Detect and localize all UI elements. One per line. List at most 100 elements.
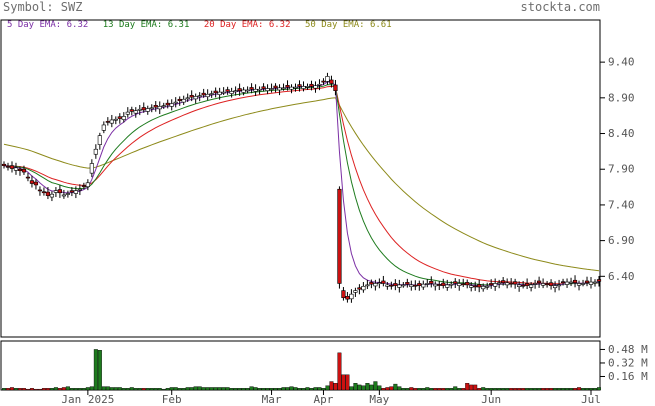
price-tick-label: 9.40 [608, 56, 635, 69]
volume-tick-label: 0.48 M [608, 343, 648, 356]
candle-body [540, 283, 546, 286]
candle-body [353, 290, 358, 293]
volume-bar [125, 388, 130, 391]
volume-tick-label: 0.32 M [608, 356, 648, 369]
volume-bar [313, 387, 318, 391]
volume-bar [413, 388, 418, 391]
candle-body [548, 282, 554, 286]
volume-bar [545, 388, 550, 391]
volume-bar [105, 386, 110, 391]
candle-body [313, 85, 318, 89]
volume-bar [465, 383, 470, 391]
volume-bar [441, 388, 446, 391]
volume-bar [193, 386, 198, 391]
volume-bar [69, 388, 74, 391]
volume-bar [81, 388, 86, 391]
candle-body [137, 108, 142, 111]
candle-body [525, 283, 530, 286]
volume-bar [281, 387, 286, 391]
volume-bar [209, 387, 214, 391]
candle-body [29, 180, 35, 184]
volume-bar [257, 388, 262, 391]
volume-bar [597, 387, 602, 391]
candle-body [405, 282, 410, 285]
volume-bar [41, 388, 46, 391]
candle-body [537, 280, 542, 284]
volume-bar [113, 387, 118, 391]
candle-body [5, 166, 11, 168]
candle-body [57, 189, 63, 194]
candle-body [429, 281, 434, 284]
site-name[interactable]: stockta.com [520, 0, 600, 14]
price-tick-label: 6.90 [608, 234, 635, 247]
volume-bar [417, 388, 422, 391]
candle-body [477, 284, 482, 288]
candle-body [185, 97, 190, 100]
candle-body [381, 280, 386, 284]
candle-body [596, 279, 602, 282]
volume-bar [13, 388, 18, 391]
volume-bar [353, 383, 358, 391]
candle-body [445, 284, 450, 288]
volume-bar [133, 388, 138, 391]
candle-body [181, 98, 186, 103]
volume-bar [169, 387, 174, 391]
volume-bar [237, 388, 242, 391]
candle-body [117, 116, 122, 119]
volume-bar [485, 388, 490, 391]
volume-panel-border [0, 340, 601, 391]
volume-bar [569, 388, 574, 391]
volume-bar [493, 388, 498, 391]
candle-body [249, 87, 254, 90]
candle-body [493, 283, 498, 287]
candle-body [413, 284, 418, 287]
candle-body [241, 89, 246, 93]
volume-bar [269, 388, 274, 391]
price-panel-border [0, 19, 601, 338]
volume-bar [137, 388, 142, 391]
candle-body [417, 283, 422, 286]
volume-bar [537, 388, 542, 391]
candle-body [305, 86, 310, 88]
volume-bar [577, 387, 582, 391]
volume-bar [177, 388, 182, 391]
volume-bar [393, 383, 398, 391]
price-tick-label: 7.40 [608, 198, 635, 211]
x-tick-label: Jan 2025 [61, 393, 114, 406]
candle-body [65, 193, 70, 195]
x-tick-label: May [369, 393, 389, 406]
volume-bar [589, 388, 594, 391]
candle-body [53, 190, 59, 193]
candle-body [277, 87, 282, 91]
candle-body [121, 116, 126, 120]
candle-body [33, 181, 39, 186]
candle-body [37, 189, 43, 192]
volume-bar [349, 386, 354, 391]
volume-bar [457, 388, 462, 391]
legend-ema-20: 20 Day EMA: 6.32 [203, 20, 291, 30]
volume-bar [201, 387, 206, 391]
volume-bar [473, 384, 478, 391]
candle-body [505, 282, 510, 286]
candle-body [497, 282, 502, 285]
candle-body [41, 191, 47, 194]
volume-bar [293, 387, 298, 391]
volume-bar [581, 388, 586, 391]
volume-bar [549, 388, 554, 391]
volume-bar [309, 388, 314, 391]
volume-bar [345, 374, 350, 391]
volume-bar [205, 387, 210, 391]
candle-body [592, 281, 598, 284]
volume-bar [325, 385, 330, 391]
candle-body [301, 86, 306, 89]
ema-50-line [3, 97, 600, 272]
candle-body [521, 284, 526, 287]
ema-5-line [3, 81, 600, 287]
volume-bar [321, 388, 326, 391]
candle-body [393, 283, 398, 286]
candle-body [1, 163, 7, 166]
volume-bar [149, 388, 154, 391]
candle-body [433, 283, 438, 287]
candle-body [576, 283, 582, 286]
volume-bar [397, 386, 402, 391]
